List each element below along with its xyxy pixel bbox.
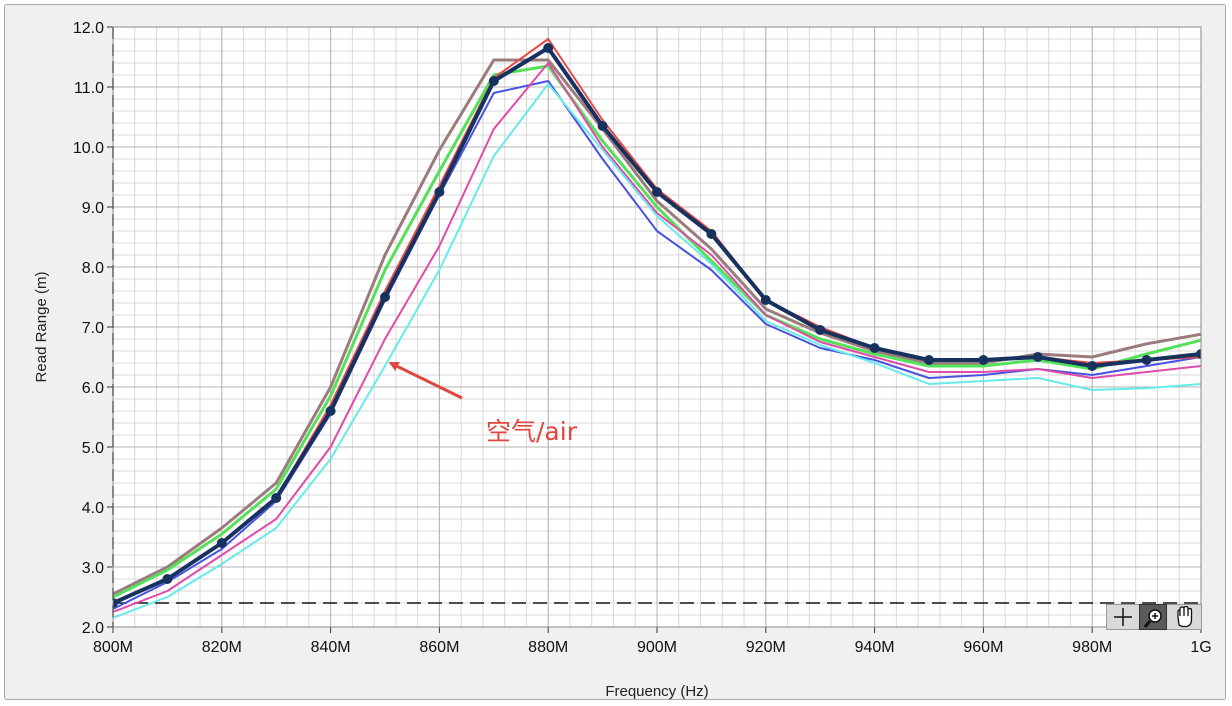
data-point	[1196, 349, 1201, 359]
magnifier-icon	[1143, 609, 1162, 628]
y-axis-ticks: 2.0 3.0 4.0 5.0 6.0 7.0 8.0 9.0 10.0 11.0 12.0	[73, 20, 113, 637]
y-axis-title: Read Range (m)	[33, 272, 50, 383]
data-point	[869, 343, 880, 353]
data-point	[1141, 355, 1152, 365]
series-line-5	[113, 62, 1201, 613]
y-tick-label: 11.0	[74, 80, 104, 97]
data-point	[978, 355, 989, 365]
data-point	[597, 121, 608, 131]
data-point	[271, 493, 282, 503]
data-point	[924, 355, 934, 365]
x-tick-label: 880M	[528, 639, 568, 656]
x-tick-label: 960M	[963, 639, 1003, 656]
data-point	[1087, 361, 1098, 371]
data-point	[706, 229, 717, 239]
data-point	[543, 43, 554, 53]
data-point	[434, 187, 445, 197]
x-tick-label: 1G	[1190, 639, 1211, 656]
y-tick-label: 6.0	[82, 380, 104, 397]
x-tick-label: 860M	[419, 639, 459, 656]
plot-border	[112, 26, 1202, 628]
y-tick-label: 8.0	[82, 260, 104, 277]
data-point	[815, 325, 826, 335]
y-tick-label: 7.0	[82, 320, 104, 337]
x-tick-label: 980M	[1072, 639, 1112, 656]
data-point	[652, 187, 662, 197]
x-tick-label: 900M	[637, 639, 677, 656]
data-point	[162, 574, 173, 584]
y-tick-label: 2.0	[82, 620, 104, 637]
y-tick-label: 5.0	[82, 440, 104, 457]
data-point	[1032, 352, 1043, 362]
data-point	[325, 406, 336, 416]
data-point	[488, 76, 499, 86]
x-axis-ticks: 800M 820M 840M 860M 880M 900M 920M 940M 960M 980M…	[93, 627, 1212, 656]
x-axis-title: Frequency (Hz)	[605, 683, 708, 700]
y-tick-label: 12.0	[73, 20, 104, 37]
x-tick-label: 800M	[93, 639, 133, 656]
cursor-move-tool-button[interactable]	[1109, 604, 1137, 630]
series-line-2	[113, 64, 1201, 599]
data-point	[380, 292, 390, 302]
y-tick-label: 9.0	[82, 200, 104, 217]
x-tick-label: 840M	[311, 639, 351, 656]
data-point	[760, 295, 771, 305]
x-tick-label: 820M	[202, 639, 242, 656]
series-layer	[113, 38, 1201, 619]
series-line-6	[113, 83, 1201, 619]
hand-icon	[1177, 605, 1193, 628]
x-tick-label: 920M	[746, 639, 786, 656]
y-tick-label: 3.0	[82, 560, 104, 577]
y-tick-label: 4.0	[82, 500, 104, 517]
crosshair-icon	[1114, 608, 1132, 626]
y-tick-label: 10.0	[73, 140, 104, 157]
data-point	[113, 598, 118, 608]
zoom-tool-button[interactable]	[1139, 604, 1167, 630]
annotation-arrow	[388, 361, 463, 400]
pan-tool-button[interactable]	[1170, 604, 1198, 630]
annotation-label: 空气/air	[486, 417, 578, 446]
data-point	[216, 538, 227, 548]
x-tick-label: 940M	[855, 639, 895, 656]
